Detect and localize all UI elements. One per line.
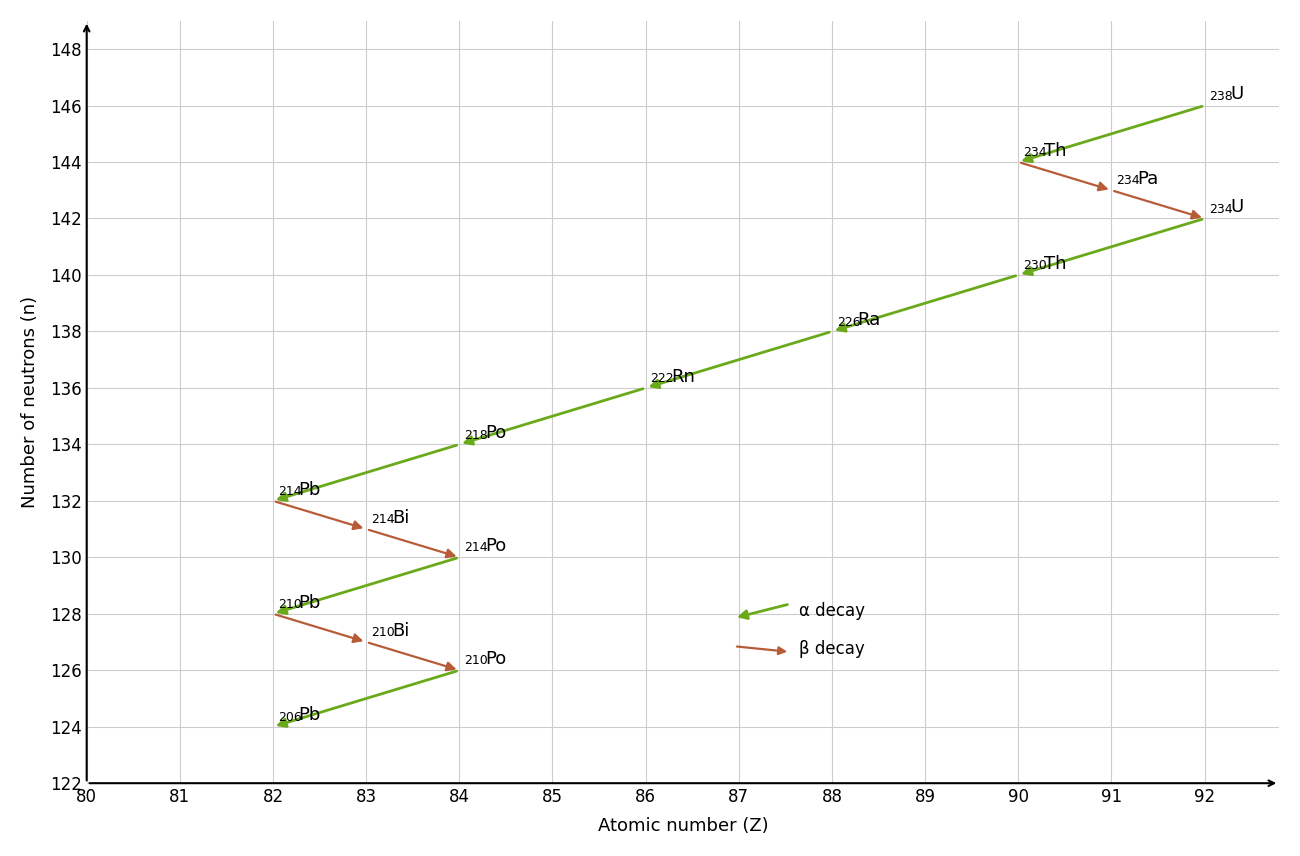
Text: Po: Po [485,424,506,442]
Text: Bi: Bi [391,508,410,526]
Text: Th: Th [1044,142,1066,160]
Text: 210: 210 [370,627,395,639]
Text: 234: 234 [1023,146,1046,159]
Text: U: U [1230,199,1244,217]
Text: 210: 210 [278,598,302,611]
Text: 238: 238 [1209,90,1232,103]
Text: 234: 234 [1117,175,1140,187]
Text: U: U [1230,86,1244,104]
Y-axis label: Number of neutrons (n): Number of neutrons (n) [21,296,39,508]
Text: 234: 234 [1209,203,1232,216]
Text: β decay: β decay [800,640,864,658]
Text: 230: 230 [1023,259,1046,272]
Text: Pb: Pb [299,706,321,724]
Text: 222: 222 [650,372,673,385]
Text: Ra: Ra [858,312,881,330]
Text: Po: Po [485,537,506,555]
Text: Pb: Pb [299,480,321,498]
Text: Bi: Bi [391,621,410,639]
Text: Po: Po [485,650,506,668]
Text: 218: 218 [464,429,488,442]
Text: 226: 226 [837,316,861,329]
Text: 210: 210 [464,655,488,668]
Text: 214: 214 [464,542,488,555]
Text: 214: 214 [370,514,394,526]
Text: 214: 214 [278,485,302,498]
Text: Th: Th [1044,255,1066,273]
Text: Pa: Pa [1138,170,1158,188]
X-axis label: Atomic number (Z): Atomic number (Z) [598,817,768,835]
Text: Rn: Rn [671,367,696,386]
Text: Pb: Pb [299,593,321,611]
Text: 206: 206 [278,710,302,724]
Text: α decay: α decay [800,602,866,620]
